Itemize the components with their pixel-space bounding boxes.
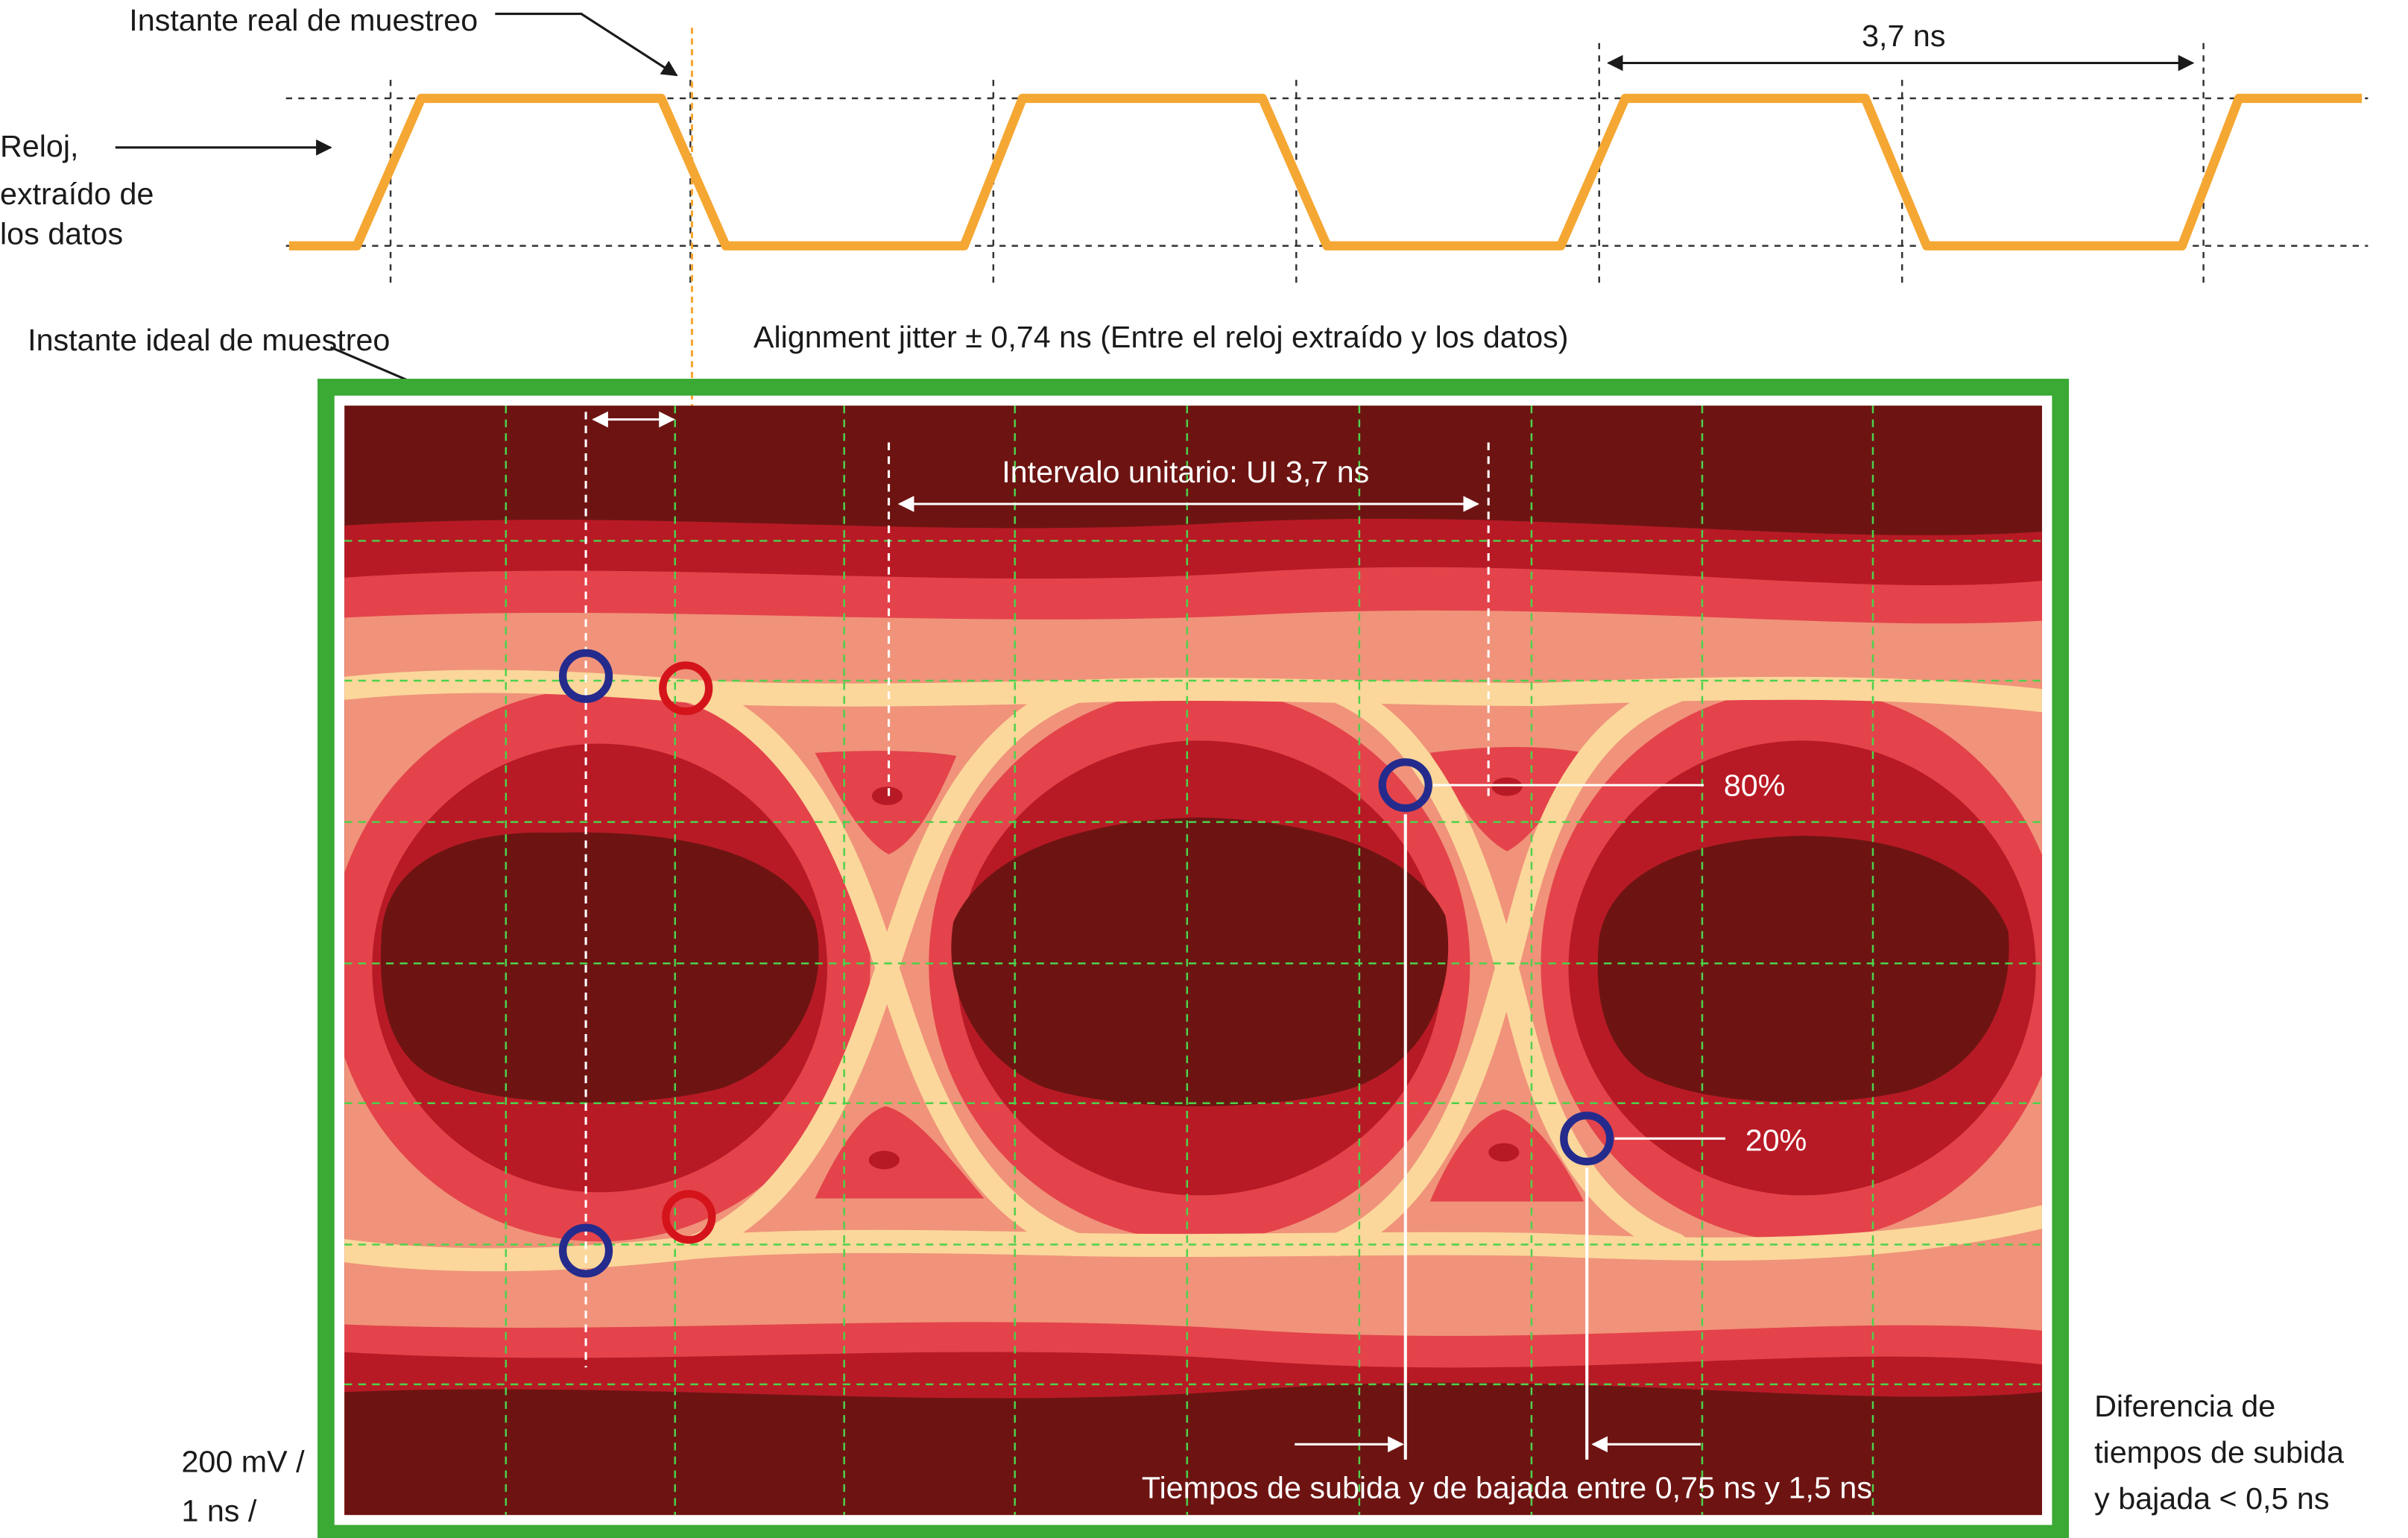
ideal-sampling-label: Instante ideal de muestreo xyxy=(28,323,390,357)
diff-label-line1: Diferencia de xyxy=(2094,1389,2275,1423)
real-sampling-pointer xyxy=(495,13,678,77)
clock-label-line3: los datos xyxy=(0,217,123,251)
sampling-markers xyxy=(558,649,1614,1278)
period-label: 3,7 ns xyxy=(1862,19,1945,53)
real-sampling-label: Instante real de muestreo xyxy=(129,3,478,37)
diff-label-line3: y bajada < 0,5 ns xyxy=(2094,1481,2329,1516)
pct20-label: 20% xyxy=(1745,1123,1807,1158)
real-marker-top xyxy=(659,661,713,716)
clock-label-line2: extraído de xyxy=(0,177,154,211)
rise-fall-label: Tiempos de subida y de bajada entre 0,75… xyxy=(1142,1470,1872,1504)
eye-grid xyxy=(344,406,2042,1516)
unit-interval-label: Intervalo unitario: UI 3,7 ns xyxy=(1002,455,1369,489)
clock-label-line1: Reloj, xyxy=(0,129,78,163)
ideal-marker-bottom xyxy=(558,1223,613,1278)
eye-bands xyxy=(344,518,2042,1516)
eye-frame xyxy=(317,379,2070,1538)
pct80-label: 80% xyxy=(1724,769,1786,803)
ideal-marker-top xyxy=(558,649,613,703)
marker-80pct xyxy=(1378,758,1432,813)
alignment-jitter-label: Alignment jitter ± 0,74 ns (Entre el rel… xyxy=(753,320,1569,354)
scale-label-line1: 200 mV / xyxy=(181,1444,305,1478)
ideal-sampling-pointer-outside xyxy=(329,346,417,385)
scale-label-line2: 1 ns / xyxy=(181,1493,256,1528)
real-marker-bottom xyxy=(662,1190,716,1244)
diff-label-line2: tiempos de subida xyxy=(2094,1435,2344,1469)
clock-waveform xyxy=(288,93,2363,250)
marker-20pct xyxy=(1560,1112,1614,1166)
